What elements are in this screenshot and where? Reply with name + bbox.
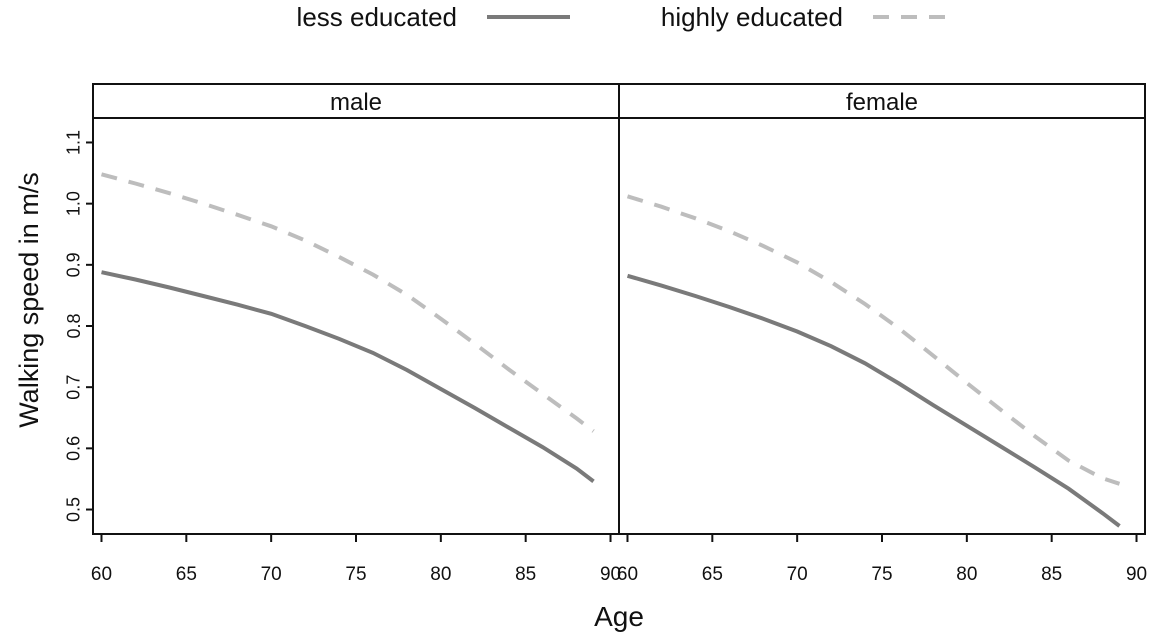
strip-label-male: male <box>330 89 382 116</box>
y-tick-label: 0.8 <box>64 313 84 338</box>
y-tick-label: 0.7 <box>64 375 84 400</box>
strip-male: male <box>92 83 620 119</box>
x-tick-label: 90 <box>600 564 621 585</box>
panel-frame-male <box>92 117 620 535</box>
panel-frame-female <box>618 117 1146 535</box>
legend-label-highly-educated: highly educated <box>661 2 843 32</box>
x-axis-male: 60 65 70 75 80 85 90 <box>91 534 621 585</box>
x-tick-label: 90 <box>1126 564 1147 585</box>
strip-female: female <box>618 83 1146 119</box>
x-tick-label: 65 <box>702 564 723 585</box>
x-tick-label: 70 <box>787 564 808 585</box>
line-male-highly-educated <box>100 172 595 433</box>
x-axis-female: 60 65 70 75 80 85 90 <box>617 534 1147 585</box>
y-tick-label: 0.5 <box>64 497 84 522</box>
y-tick-label: 0.9 <box>64 252 84 277</box>
x-tick-label: 80 <box>430 564 451 585</box>
y-axis-title: Walking speed in m/s <box>14 172 44 428</box>
x-tick-label: 65 <box>176 564 197 585</box>
legend-label-less-educated: less educated <box>297 2 457 32</box>
line-male-less-educated <box>101 270 595 483</box>
y-tick-label: 0.6 <box>64 436 84 461</box>
x-tick-label: 70 <box>261 564 282 585</box>
y-tick-label: 1.0 <box>64 191 84 216</box>
strip-label-female: female <box>846 89 918 116</box>
legend: less educated highly educated <box>297 2 957 32</box>
x-tick-label: 75 <box>345 564 366 585</box>
x-tick-label: 60 <box>91 564 112 585</box>
x-tick-label: 80 <box>956 564 977 585</box>
line-female-highly-educated <box>626 194 1121 486</box>
x-tick-label: 75 <box>871 564 892 585</box>
y-axis: 0.5 0.6 0.7 0.8 0.9 1.0 1.1 <box>64 130 93 522</box>
x-tick-label: 60 <box>617 564 638 585</box>
line-female-less-educated <box>626 273 1121 528</box>
panel-plot-female <box>626 194 1121 528</box>
y-tick-label: 1.1 <box>64 130 84 155</box>
x-tick-label: 85 <box>515 564 536 585</box>
x-tick-label: 85 <box>1041 564 1062 585</box>
panel-plot-male <box>100 172 595 483</box>
x-axis-title: Age <box>594 601 644 632</box>
